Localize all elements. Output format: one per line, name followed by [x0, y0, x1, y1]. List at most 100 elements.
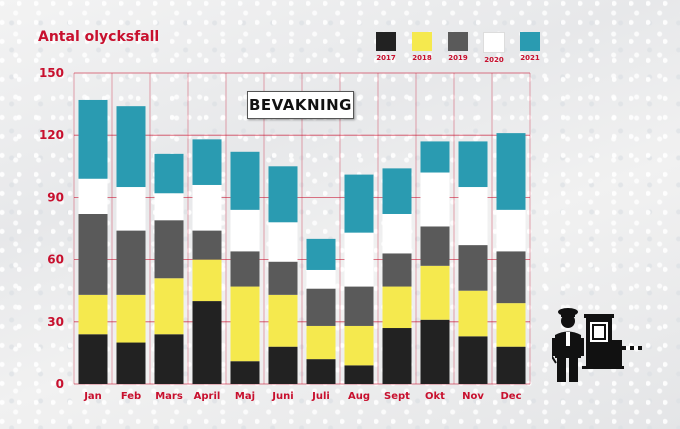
annotation-label: BEVAKNING	[247, 91, 354, 119]
legend-label-2020: 2020	[484, 56, 504, 64]
bar-april-2019	[192, 230, 222, 260]
bars	[78, 99, 526, 384]
bar-maj-2020	[230, 209, 260, 252]
bar-juni-2018	[268, 294, 298, 347]
bar-sept-2019	[382, 253, 412, 287]
x-tick-label: Feb	[121, 391, 141, 402]
bar-juni-2020	[268, 222, 298, 262]
axis-ticks: 0 30 60 90 120 150 Jan Feb Mars April Maj Juni Juli A…	[39, 66, 522, 402]
y-tick-label: 150	[39, 66, 64, 80]
bar-feb-2019	[116, 230, 146, 295]
x-tick-label: Aug	[348, 391, 370, 402]
legend-label-2017: 2017	[376, 54, 396, 62]
bar-dec-2020	[496, 209, 526, 252]
bar-juli-2021	[306, 238, 336, 270]
bar-feb-2021	[116, 106, 146, 188]
x-tick-label: Mars	[155, 391, 183, 402]
x-tick-label: Maj	[235, 391, 255, 402]
y-tick-label: 0	[56, 377, 64, 391]
bar-maj-2018	[230, 286, 260, 362]
bar-maj-2021	[230, 151, 260, 210]
bar-mars-2021	[154, 153, 184, 194]
bar-juli-2017	[306, 359, 336, 384]
bar-juli-2020	[306, 269, 336, 289]
bar-maj-2019	[230, 251, 260, 287]
x-tick-label: Sept	[384, 391, 410, 402]
bar-okt-2017	[420, 319, 450, 384]
bar-mars-2020	[154, 193, 184, 221]
bar-dec-2021	[496, 133, 526, 210]
x-tick-label: Nov	[462, 391, 484, 402]
bar-mars-2017	[154, 334, 184, 384]
x-tick-label: Juli	[311, 391, 330, 402]
bar-feb-2020	[116, 187, 146, 231]
bar-sept-2018	[382, 286, 412, 329]
bar-aug-2020	[344, 232, 374, 287]
y-tick-label: 60	[47, 253, 64, 267]
bar-aug-2021	[344, 174, 374, 233]
bar-juni-2019	[268, 261, 298, 295]
bar-aug-2017	[344, 365, 374, 384]
security-guard-icon	[552, 308, 642, 382]
bar-april-2020	[192, 184, 222, 231]
y-tick-label: 30	[47, 315, 64, 329]
legend-label-2018: 2018	[412, 54, 432, 62]
bar-dec-2019	[496, 251, 526, 304]
bar-april-2021	[192, 139, 222, 185]
bar-sept-2020	[382, 213, 412, 254]
legend-swatch-2018	[412, 32, 432, 51]
bar-juli-2019	[306, 288, 336, 326]
bar-feb-2017	[116, 342, 146, 384]
x-tick-label: Juni	[271, 391, 293, 402]
legend-item-2017: 2017	[372, 32, 400, 64]
bar-juni-2021	[268, 166, 298, 223]
bar-aug-2018	[344, 325, 374, 366]
legend-label-2019: 2019	[448, 54, 468, 62]
x-tick-label: April	[194, 391, 221, 402]
bar-okt-2018	[420, 265, 450, 320]
y-axis-title: Antal olycksfall	[38, 29, 160, 45]
legend: 2017 2018 2019 2020 2021	[372, 32, 544, 64]
bar-sept-2021	[382, 168, 412, 214]
legend-item-2019: 2019	[444, 32, 472, 64]
grid	[73, 72, 531, 385]
bar-dec-2017	[496, 346, 526, 384]
bar-nov-2019	[458, 245, 488, 291]
legend-item-2021: 2021	[516, 32, 544, 64]
bar-mars-2019	[154, 220, 184, 279]
bar-juli-2018	[306, 325, 336, 360]
bar-jan-2020	[78, 178, 108, 214]
bar-mars-2018	[154, 278, 184, 335]
x-tick-label: Okt	[425, 391, 445, 402]
x-tick-label: Jan	[83, 391, 102, 402]
bar-jan-2018	[78, 294, 108, 335]
bar-nov-2021	[458, 141, 488, 188]
legend-item-2018: 2018	[408, 32, 436, 64]
legend-item-2020: 2020	[480, 32, 508, 64]
bar-april-2017	[192, 301, 222, 384]
legend-swatch-2019	[448, 32, 468, 51]
bar-okt-2019	[420, 226, 450, 266]
bar-jan-2019	[78, 213, 108, 295]
bar-jan-2021	[78, 99, 108, 179]
bar-jan-2017	[78, 334, 108, 384]
legend-swatch-2020	[483, 32, 505, 53]
bar-feb-2018	[116, 294, 146, 343]
bar-okt-2021	[420, 141, 450, 173]
y-tick-label: 90	[47, 190, 64, 204]
bar-dec-2018	[496, 303, 526, 347]
bar-aug-2019	[344, 286, 374, 326]
legend-swatch-2017	[376, 32, 396, 51]
y-tick-label: 120	[39, 128, 64, 142]
bar-maj-2017	[230, 361, 260, 384]
bar-nov-2020	[458, 187, 488, 246]
bar-juni-2017	[268, 346, 298, 384]
bar-okt-2020	[420, 172, 450, 227]
bar-sept-2017	[382, 328, 412, 384]
bar-april-2018	[192, 259, 222, 302]
legend-swatch-2021	[520, 32, 540, 51]
legend-label-2021: 2021	[520, 54, 540, 62]
bar-nov-2018	[458, 290, 488, 337]
bar-nov-2017	[458, 336, 488, 384]
